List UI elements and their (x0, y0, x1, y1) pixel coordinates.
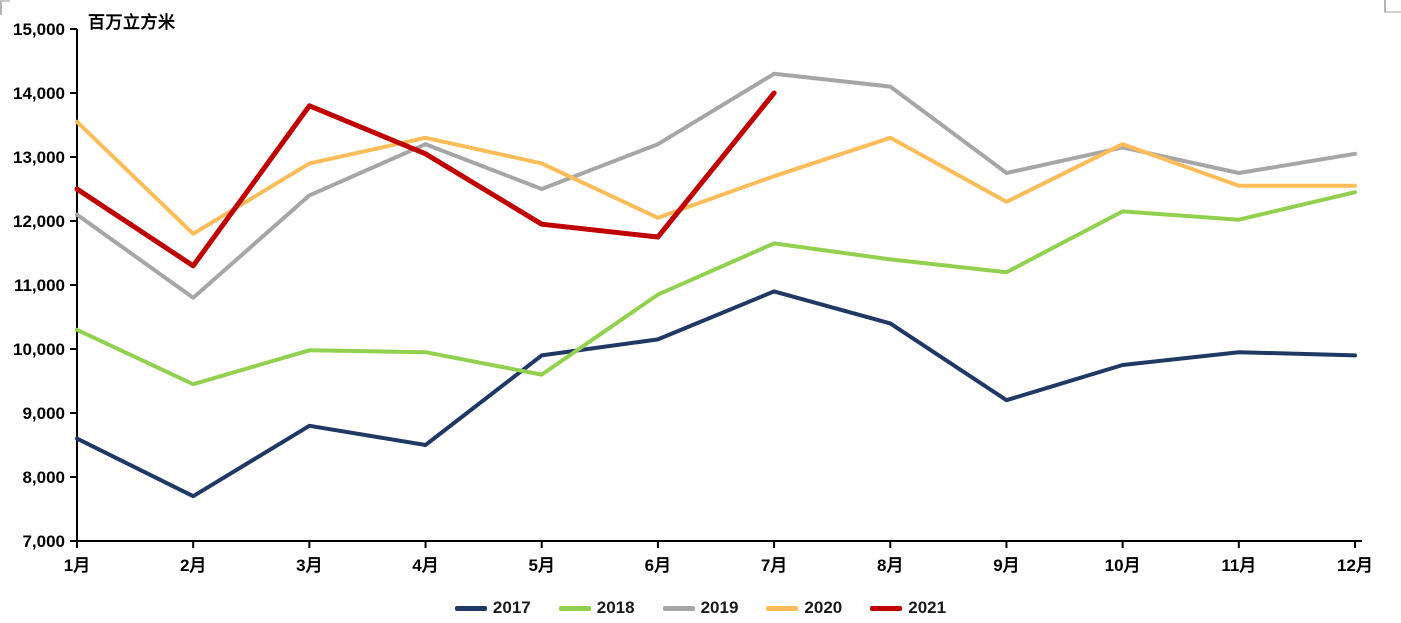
y-axis-tick-label: 8,000 (22, 468, 65, 487)
legend-swatch-2018 (558, 605, 591, 611)
corner-artifact-left (0, 0, 10, 15)
x-axis-tick-label: 8月 (877, 556, 903, 575)
series-line-2020[interactable] (75, 119, 1357, 236)
y-axis-tick-label: 9,000 (22, 404, 65, 423)
x-axis-tick-label: 11月 (1221, 556, 1256, 575)
x-axis-tick-label: 1月 (64, 556, 90, 575)
legend-label: 2017 (492, 598, 531, 617)
legend-item-2019[interactable]: 2019 (662, 598, 739, 618)
y-axis-tick-label: 11,000 (14, 276, 65, 295)
x-axis-tick-label: 9月 (993, 556, 1019, 575)
x-axis-tick-label: 5月 (528, 556, 554, 575)
legend-label: 2018 (596, 598, 635, 617)
legend-label: 2020 (804, 598, 843, 617)
legend-item-2018[interactable]: 2018 (558, 598, 635, 618)
x-axis-tick-label: 6月 (645, 556, 671, 575)
y-axis-unit-label: 百万立方米 (88, 13, 176, 32)
y-axis-tick-label: 15,000 (13, 20, 65, 39)
x-axis-tick-label: 7月 (761, 556, 787, 575)
legend-label: 2019 (700, 598, 739, 617)
legend-swatch-2021 (870, 605, 903, 611)
legend-swatch-2020 (766, 605, 799, 611)
x-axis-tick-label: 12月 (1337, 556, 1373, 575)
legend-item-2021[interactable]: 2021 (870, 598, 946, 618)
legend-swatch-2019 (662, 605, 695, 611)
series-line-2018[interactable] (75, 190, 1357, 387)
y-axis-tick-label: 13,000 (13, 148, 65, 167)
chart-legend: 2017 2018 2019 2020 2021 (0, 598, 1401, 618)
x-axis-tick-label: 3月 (296, 556, 322, 575)
corner-artifact-right (1384, 0, 1401, 13)
y-axis-tick-label: 7,000 (22, 532, 65, 551)
x-axis-tick-label: 10月 (1105, 556, 1141, 575)
legend-swatch-2017 (454, 605, 487, 611)
y-axis-tick-label: 10,000 (13, 340, 65, 359)
series-line-2021[interactable] (74, 90, 777, 269)
legend-label: 2021 (908, 598, 947, 617)
y-axis-tick-label: 14,000 (13, 84, 65, 103)
legend-item-2017[interactable]: 2017 (454, 598, 531, 618)
series-line-2017[interactable] (75, 289, 1357, 499)
x-axis-tick-label: 2月 (180, 556, 206, 575)
legend-item-2020[interactable]: 2020 (766, 598, 842, 618)
x-axis-tick-label: 4月 (412, 556, 438, 575)
y-axis-tick-label: 12,000 (13, 212, 65, 231)
